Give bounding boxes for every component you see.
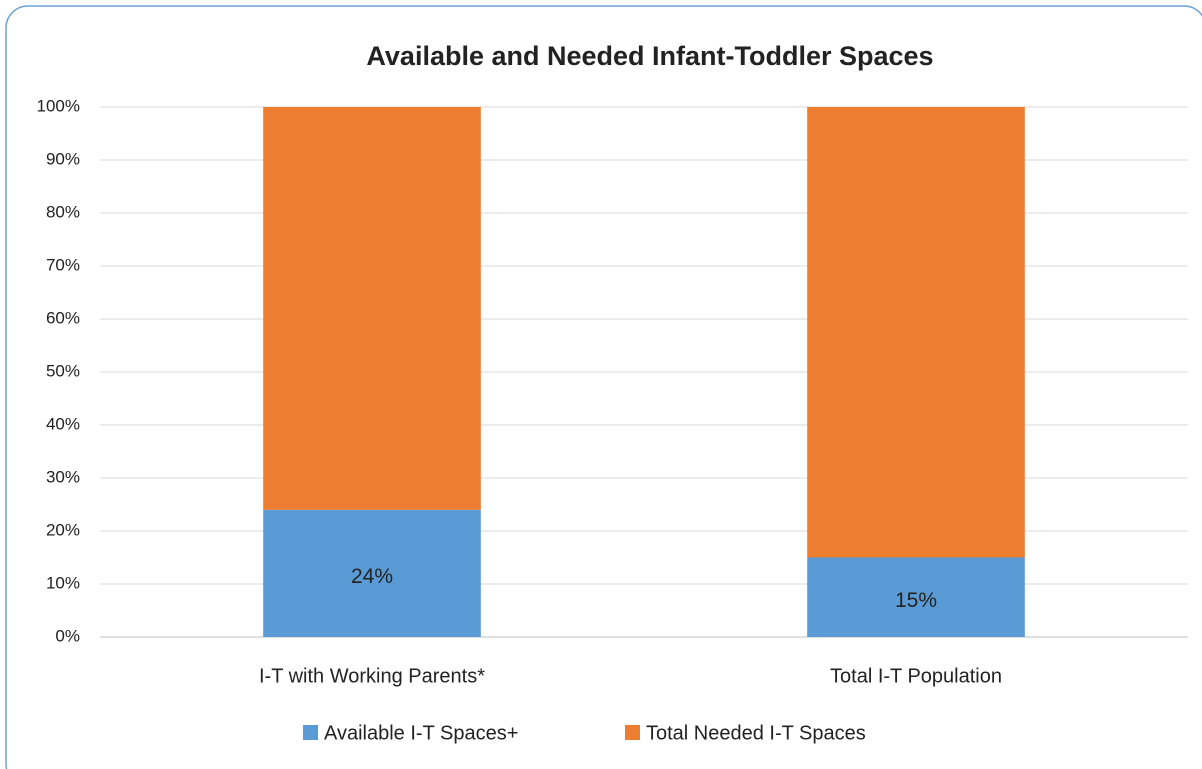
x-tick-label: I-T with Working Parents* (259, 665, 485, 687)
y-tick-label: 50% (46, 361, 80, 380)
legend-label: Available I-T Spaces+ (324, 722, 518, 744)
x-tick-label: Total I-T Population (830, 665, 1002, 687)
bar-segment (807, 557, 1025, 637)
y-tick-label: 80% (46, 202, 80, 221)
y-tick-label: 30% (46, 467, 80, 486)
legend-swatch (625, 725, 640, 740)
legend-swatch (303, 725, 318, 740)
y-tick-label: 0% (55, 626, 80, 645)
chart-title: Available and Needed Infant-Toddler Spac… (366, 41, 933, 71)
y-tick-label: 10% (46, 573, 80, 592)
y-tick-label: 70% (46, 255, 80, 274)
data-label: 24% (351, 565, 393, 588)
y-tick-label: 20% (46, 520, 80, 539)
y-tick-label: 40% (46, 414, 80, 433)
bar-segment (807, 107, 1025, 558)
bar-segment (263, 107, 481, 510)
bar-segment (263, 509, 481, 637)
y-tick-label: 100% (37, 96, 80, 115)
y-tick-label: 90% (46, 149, 80, 168)
y-tick-label: 60% (46, 308, 80, 327)
data-label: 15% (895, 589, 937, 612)
legend-label: Total Needed I-T Spaces (646, 722, 866, 744)
